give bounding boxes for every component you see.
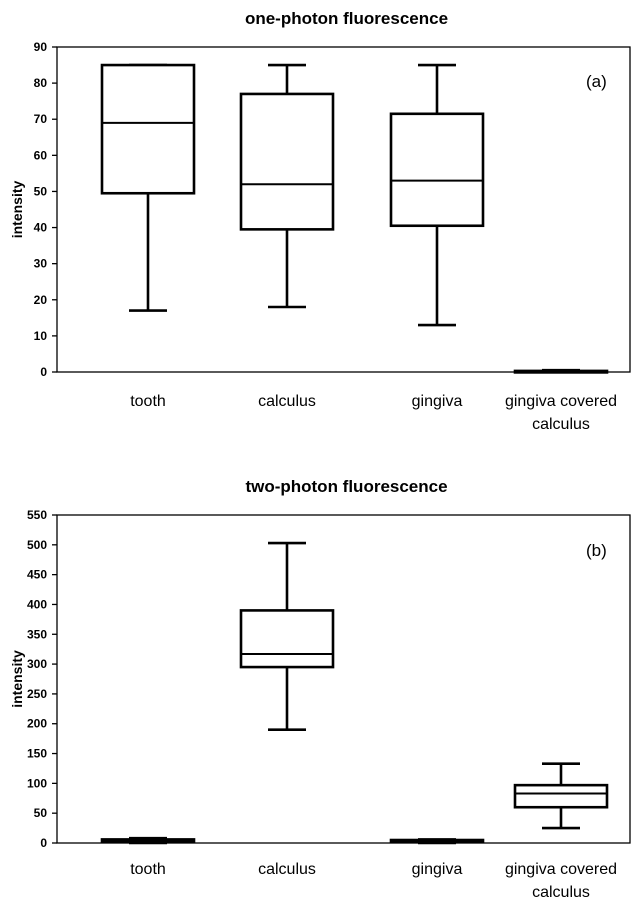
y-axis-label: intensity <box>9 650 25 708</box>
y-tick-label: 60 <box>34 148 48 162</box>
plot-area-frame <box>56 46 631 373</box>
x-category-label: gingiva covered <box>505 393 617 410</box>
x-category-label: gingiva covered <box>505 861 617 878</box>
box-iqr <box>100 63 196 195</box>
y-tick-label: 50 <box>34 184 48 198</box>
y-tick-label: 200 <box>27 717 47 731</box>
box-iqr <box>239 92 335 231</box>
y-axis-label: intensity <box>9 181 25 239</box>
x-category-label: tooth <box>130 861 166 878</box>
x-category-label-line2: calculus <box>532 884 590 901</box>
x-category-label: gingiva <box>412 861 463 878</box>
y-tick-label: 300 <box>27 657 47 671</box>
x-category-label-line2: calculus <box>532 416 590 433</box>
y-tick-label: 500 <box>27 538 47 552</box>
chart-title: one-photon fluorescence <box>245 9 448 28</box>
chart-title: two-photon fluorescence <box>245 477 447 496</box>
box-iqr <box>239 609 335 669</box>
y-tick-label: 150 <box>27 747 47 761</box>
y-tick-label: 100 <box>27 776 47 790</box>
box-iqr <box>389 112 485 228</box>
y-tick-label: 400 <box>27 597 47 611</box>
y-tick-label: 80 <box>34 76 48 90</box>
y-tick-label: 70 <box>34 112 48 126</box>
y-tick-label: 20 <box>34 293 48 307</box>
y-tick-label: 450 <box>27 568 47 582</box>
panel-label: (a) <box>586 72 607 91</box>
y-tick-label: 50 <box>34 806 48 820</box>
x-category-label: tooth <box>130 393 166 410</box>
x-category-label: calculus <box>258 393 316 410</box>
x-category-label: gingiva <box>412 393 463 410</box>
panel-label: (b) <box>586 541 607 560</box>
y-tick-label: 250 <box>27 687 47 701</box>
plot-area-frame <box>56 514 631 844</box>
y-tick-label: 90 <box>34 40 48 54</box>
y-tick-label: 30 <box>34 257 48 271</box>
y-tick-label: 40 <box>34 221 48 235</box>
y-tick-label: 0 <box>40 365 47 379</box>
y-tick-label: 0 <box>40 836 47 850</box>
y-tick-label: 350 <box>27 627 47 641</box>
y-tick-label: 550 <box>27 508 47 522</box>
x-category-label: calculus <box>258 861 316 878</box>
y-tick-label: 10 <box>34 329 48 343</box>
box-iqr <box>513 783 609 809</box>
